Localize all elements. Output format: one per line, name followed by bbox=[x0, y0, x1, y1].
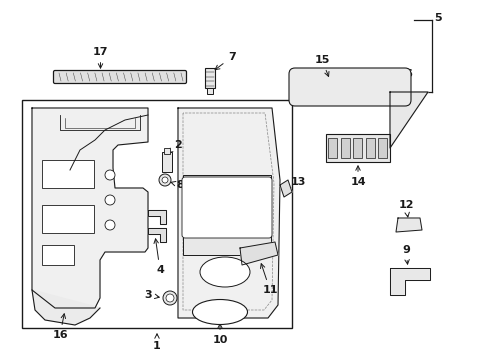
Polygon shape bbox=[280, 180, 291, 197]
Text: 11: 11 bbox=[260, 264, 277, 295]
Text: 14: 14 bbox=[349, 166, 365, 187]
Text: 13: 13 bbox=[285, 177, 305, 188]
Polygon shape bbox=[148, 228, 165, 242]
Bar bbox=[162, 152, 172, 172]
Circle shape bbox=[105, 195, 115, 205]
Circle shape bbox=[159, 174, 171, 186]
Text: 17: 17 bbox=[93, 47, 108, 68]
Bar bbox=[42, 160, 94, 188]
FancyBboxPatch shape bbox=[182, 177, 271, 238]
Circle shape bbox=[105, 170, 115, 180]
Circle shape bbox=[165, 294, 174, 302]
Text: 10: 10 bbox=[212, 324, 227, 345]
Text: 3: 3 bbox=[144, 290, 159, 300]
Polygon shape bbox=[389, 268, 429, 295]
Circle shape bbox=[162, 177, 168, 183]
Text: 9: 9 bbox=[401, 245, 409, 264]
Ellipse shape bbox=[200, 257, 249, 287]
Bar bbox=[42, 205, 94, 233]
Bar bbox=[183, 175, 270, 255]
Text: 7: 7 bbox=[215, 52, 235, 70]
Bar bbox=[377, 138, 386, 158]
Bar bbox=[340, 138, 349, 158]
Polygon shape bbox=[32, 290, 100, 325]
Bar bbox=[365, 138, 374, 158]
Text: 12: 12 bbox=[397, 200, 413, 217]
Circle shape bbox=[163, 291, 177, 305]
Polygon shape bbox=[389, 92, 427, 148]
Text: 6: 6 bbox=[400, 69, 411, 94]
Text: 15: 15 bbox=[314, 55, 329, 76]
FancyBboxPatch shape bbox=[288, 68, 410, 106]
Circle shape bbox=[105, 220, 115, 230]
Polygon shape bbox=[32, 108, 148, 308]
Bar bbox=[327, 138, 336, 158]
Text: 5: 5 bbox=[433, 13, 441, 23]
Bar bbox=[163, 148, 170, 154]
Text: 16: 16 bbox=[52, 314, 68, 340]
Bar bbox=[204, 68, 215, 88]
Bar bbox=[22, 100, 291, 328]
Text: 4: 4 bbox=[154, 239, 163, 275]
Bar bbox=[352, 138, 361, 158]
FancyBboxPatch shape bbox=[53, 71, 186, 84]
Polygon shape bbox=[178, 108, 280, 318]
Bar bbox=[42, 245, 74, 265]
Text: 1: 1 bbox=[153, 334, 161, 351]
Polygon shape bbox=[395, 218, 421, 232]
Text: 8: 8 bbox=[170, 180, 183, 190]
Bar bbox=[206, 88, 213, 94]
Polygon shape bbox=[148, 210, 165, 224]
Text: 2: 2 bbox=[168, 140, 182, 153]
Bar bbox=[325, 134, 389, 162]
Polygon shape bbox=[240, 242, 278, 265]
Ellipse shape bbox=[192, 300, 247, 324]
